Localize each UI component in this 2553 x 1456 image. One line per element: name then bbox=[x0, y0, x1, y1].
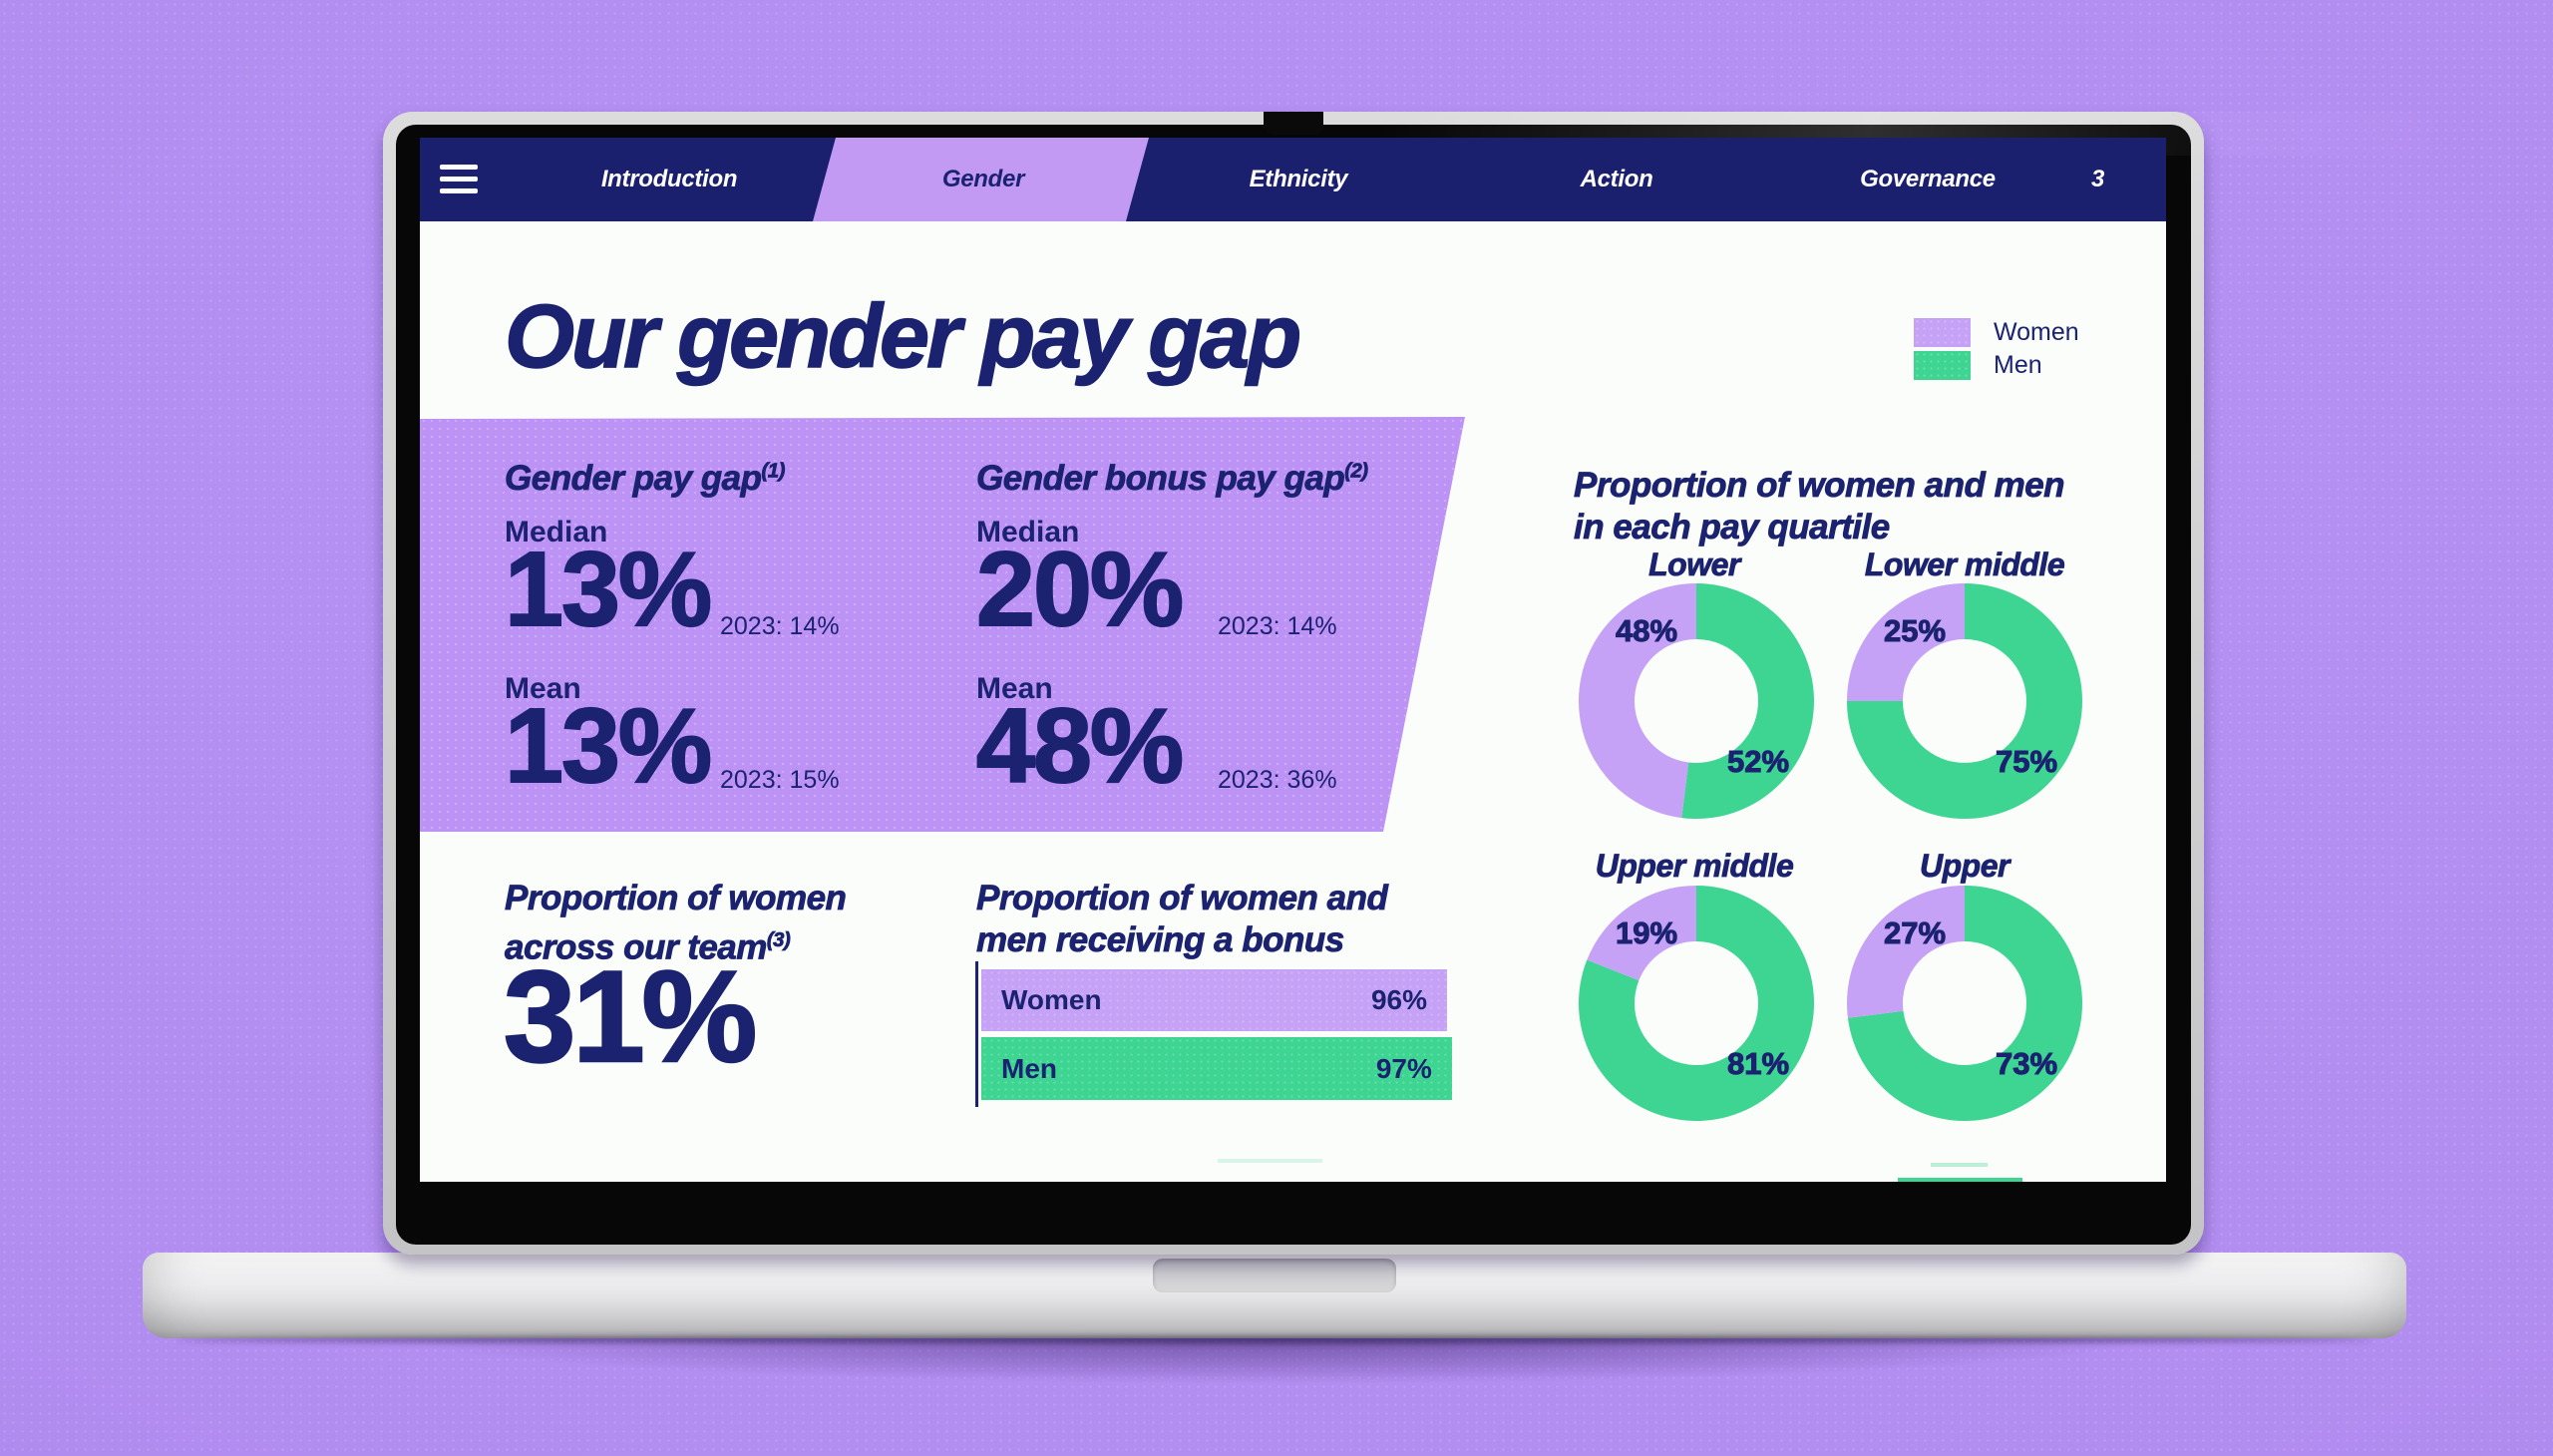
laptop-base bbox=[143, 1253, 2406, 1338]
tab-ethnicity[interactable]: Ethnicity bbox=[1249, 166, 1348, 192]
heading-line2: in each pay quartile bbox=[1574, 508, 1891, 547]
men-color-swatch bbox=[1914, 351, 1971, 380]
laptop-screen-frame: Introduction Gender Ethnicity Action Gov… bbox=[383, 112, 2467, 1255]
heading-line1: Proportion of women bbox=[505, 879, 848, 918]
mean-label: Mean bbox=[505, 672, 581, 705]
footnote-marker: (1) bbox=[761, 460, 786, 483]
donut-upper-middle-women-value: 19% bbox=[1615, 915, 1678, 951]
median-previous-year: 2023: 14% bbox=[720, 612, 840, 640]
heading-line1: Proportion of women and bbox=[976, 879, 1389, 918]
cutoff-green-element bbox=[1218, 1159, 1322, 1163]
donut-title-lower-middle: Lower middle bbox=[1864, 546, 2065, 583]
hamburger-menu-icon[interactable] bbox=[440, 165, 478, 194]
cutoff-green-element bbox=[1898, 1178, 2022, 1182]
footnote-marker: (3) bbox=[766, 929, 792, 952]
bonus-mean-value: 48% bbox=[975, 687, 1185, 805]
donut-lower-middle-women-value: 25% bbox=[1883, 613, 1947, 649]
legend-row-men: Men bbox=[1914, 351, 2079, 380]
bar-value-women: 96% bbox=[1370, 984, 1427, 1015]
tab-governance[interactable]: Governance bbox=[1860, 166, 1996, 192]
legend-label-men: Men bbox=[1994, 351, 2042, 379]
nav-bar: Introduction Gender Ethnicity Action Gov… bbox=[420, 138, 2166, 221]
bonus-mean-label: Mean bbox=[976, 672, 1053, 705]
team-proportion-heading: Proportion of women across our team(3) bbox=[505, 878, 848, 969]
donut-chart-upper-middle: 19% 81% bbox=[1579, 886, 1814, 1121]
bonus-median-previous-year: 2023: 14% bbox=[1218, 612, 1337, 640]
donut-lower-middle-men-value: 75% bbox=[1995, 744, 2058, 780]
heading-line1: Proportion of women and men bbox=[1574, 466, 2065, 506]
median-pay-gap-value: 13% bbox=[504, 531, 713, 648]
footnote-marker: (2) bbox=[1344, 460, 1369, 483]
donut-chart-upper: 27% 73% bbox=[1847, 886, 2082, 1121]
heading-line2: across our team bbox=[505, 927, 768, 967]
page-title: Our gender pay gap bbox=[504, 287, 1302, 387]
pay-gap-panel bbox=[420, 417, 1465, 832]
legend-row-women: Women bbox=[1914, 318, 2079, 347]
heading-text: Gender bonus pay gap bbox=[976, 459, 1346, 499]
median-label: Median bbox=[505, 516, 608, 548]
legend: Women Men bbox=[1914, 318, 2079, 384]
women-color-swatch bbox=[1914, 318, 1971, 347]
bonus-pay-gap-heading: Gender bonus pay gap(2) bbox=[976, 459, 1369, 499]
legend-label-women: Women bbox=[1994, 318, 2079, 346]
bar-label-men: Men bbox=[1001, 1052, 1057, 1084]
bonus-median-label: Median bbox=[976, 516, 1080, 548]
donut-upper-middle-men-value: 81% bbox=[1726, 1046, 1790, 1082]
bar-men: Men 97% bbox=[981, 1037, 1452, 1100]
laptop-shadow bbox=[110, 1336, 2443, 1446]
bonus-received-heading: Proportion of women and men receiving a … bbox=[976, 878, 1389, 961]
heading-text: Gender pay gap bbox=[505, 459, 763, 499]
donut-upper-women-value: 27% bbox=[1883, 915, 1947, 951]
camera-notch bbox=[1264, 112, 1323, 135]
donut-title-upper: Upper bbox=[1920, 848, 2010, 885]
mean-previous-year: 2023: 15% bbox=[720, 766, 840, 794]
bonus-median-value: 20% bbox=[975, 531, 1185, 648]
donut-lower-women-value: 48% bbox=[1615, 613, 1678, 649]
tab-action[interactable]: Action bbox=[1580, 166, 1653, 192]
donut-upper-men-value: 73% bbox=[1995, 1046, 2058, 1082]
mean-pay-gap-value: 13% bbox=[504, 687, 713, 805]
bar-label-women: Women bbox=[1001, 984, 1102, 1015]
donut-title-upper-middle: Upper middle bbox=[1595, 848, 1794, 885]
cutoff-green-element bbox=[1931, 1163, 1988, 1167]
team-proportion-value: 31% bbox=[503, 943, 759, 1089]
bar-women: Women 96% bbox=[981, 969, 1447, 1031]
donut-title-lower: Lower bbox=[1648, 546, 1741, 583]
bonus-mean-previous-year: 2023: 36% bbox=[1218, 766, 1337, 794]
tab-gender[interactable]: Gender bbox=[941, 166, 1025, 192]
bar-value-men: 97% bbox=[1375, 1052, 1432, 1084]
donut-chart-lower: 48% 52% bbox=[1579, 583, 1814, 819]
pay-quartiles-heading: Proportion of women and men in each pay … bbox=[1574, 465, 2065, 548]
donut-lower-men-value: 52% bbox=[1726, 744, 1790, 780]
donut-chart-lower-middle: 25% 75% bbox=[1847, 583, 2082, 819]
laptop-base-notch bbox=[1153, 1259, 1396, 1292]
screen-content: Introduction Gender Ethnicity Action Gov… bbox=[420, 138, 2166, 1182]
tab-introduction[interactable]: Introduction bbox=[600, 166, 738, 192]
page-number: 3 bbox=[2091, 166, 2105, 192]
bonus-bar-chart: Women 96% Men 97% bbox=[975, 961, 1467, 1107]
active-tab-highlight bbox=[813, 138, 1149, 221]
gender-pay-gap-heading: Gender pay gap(1) bbox=[505, 459, 786, 499]
heading-line2: men receiving a bonus bbox=[976, 920, 1345, 960]
